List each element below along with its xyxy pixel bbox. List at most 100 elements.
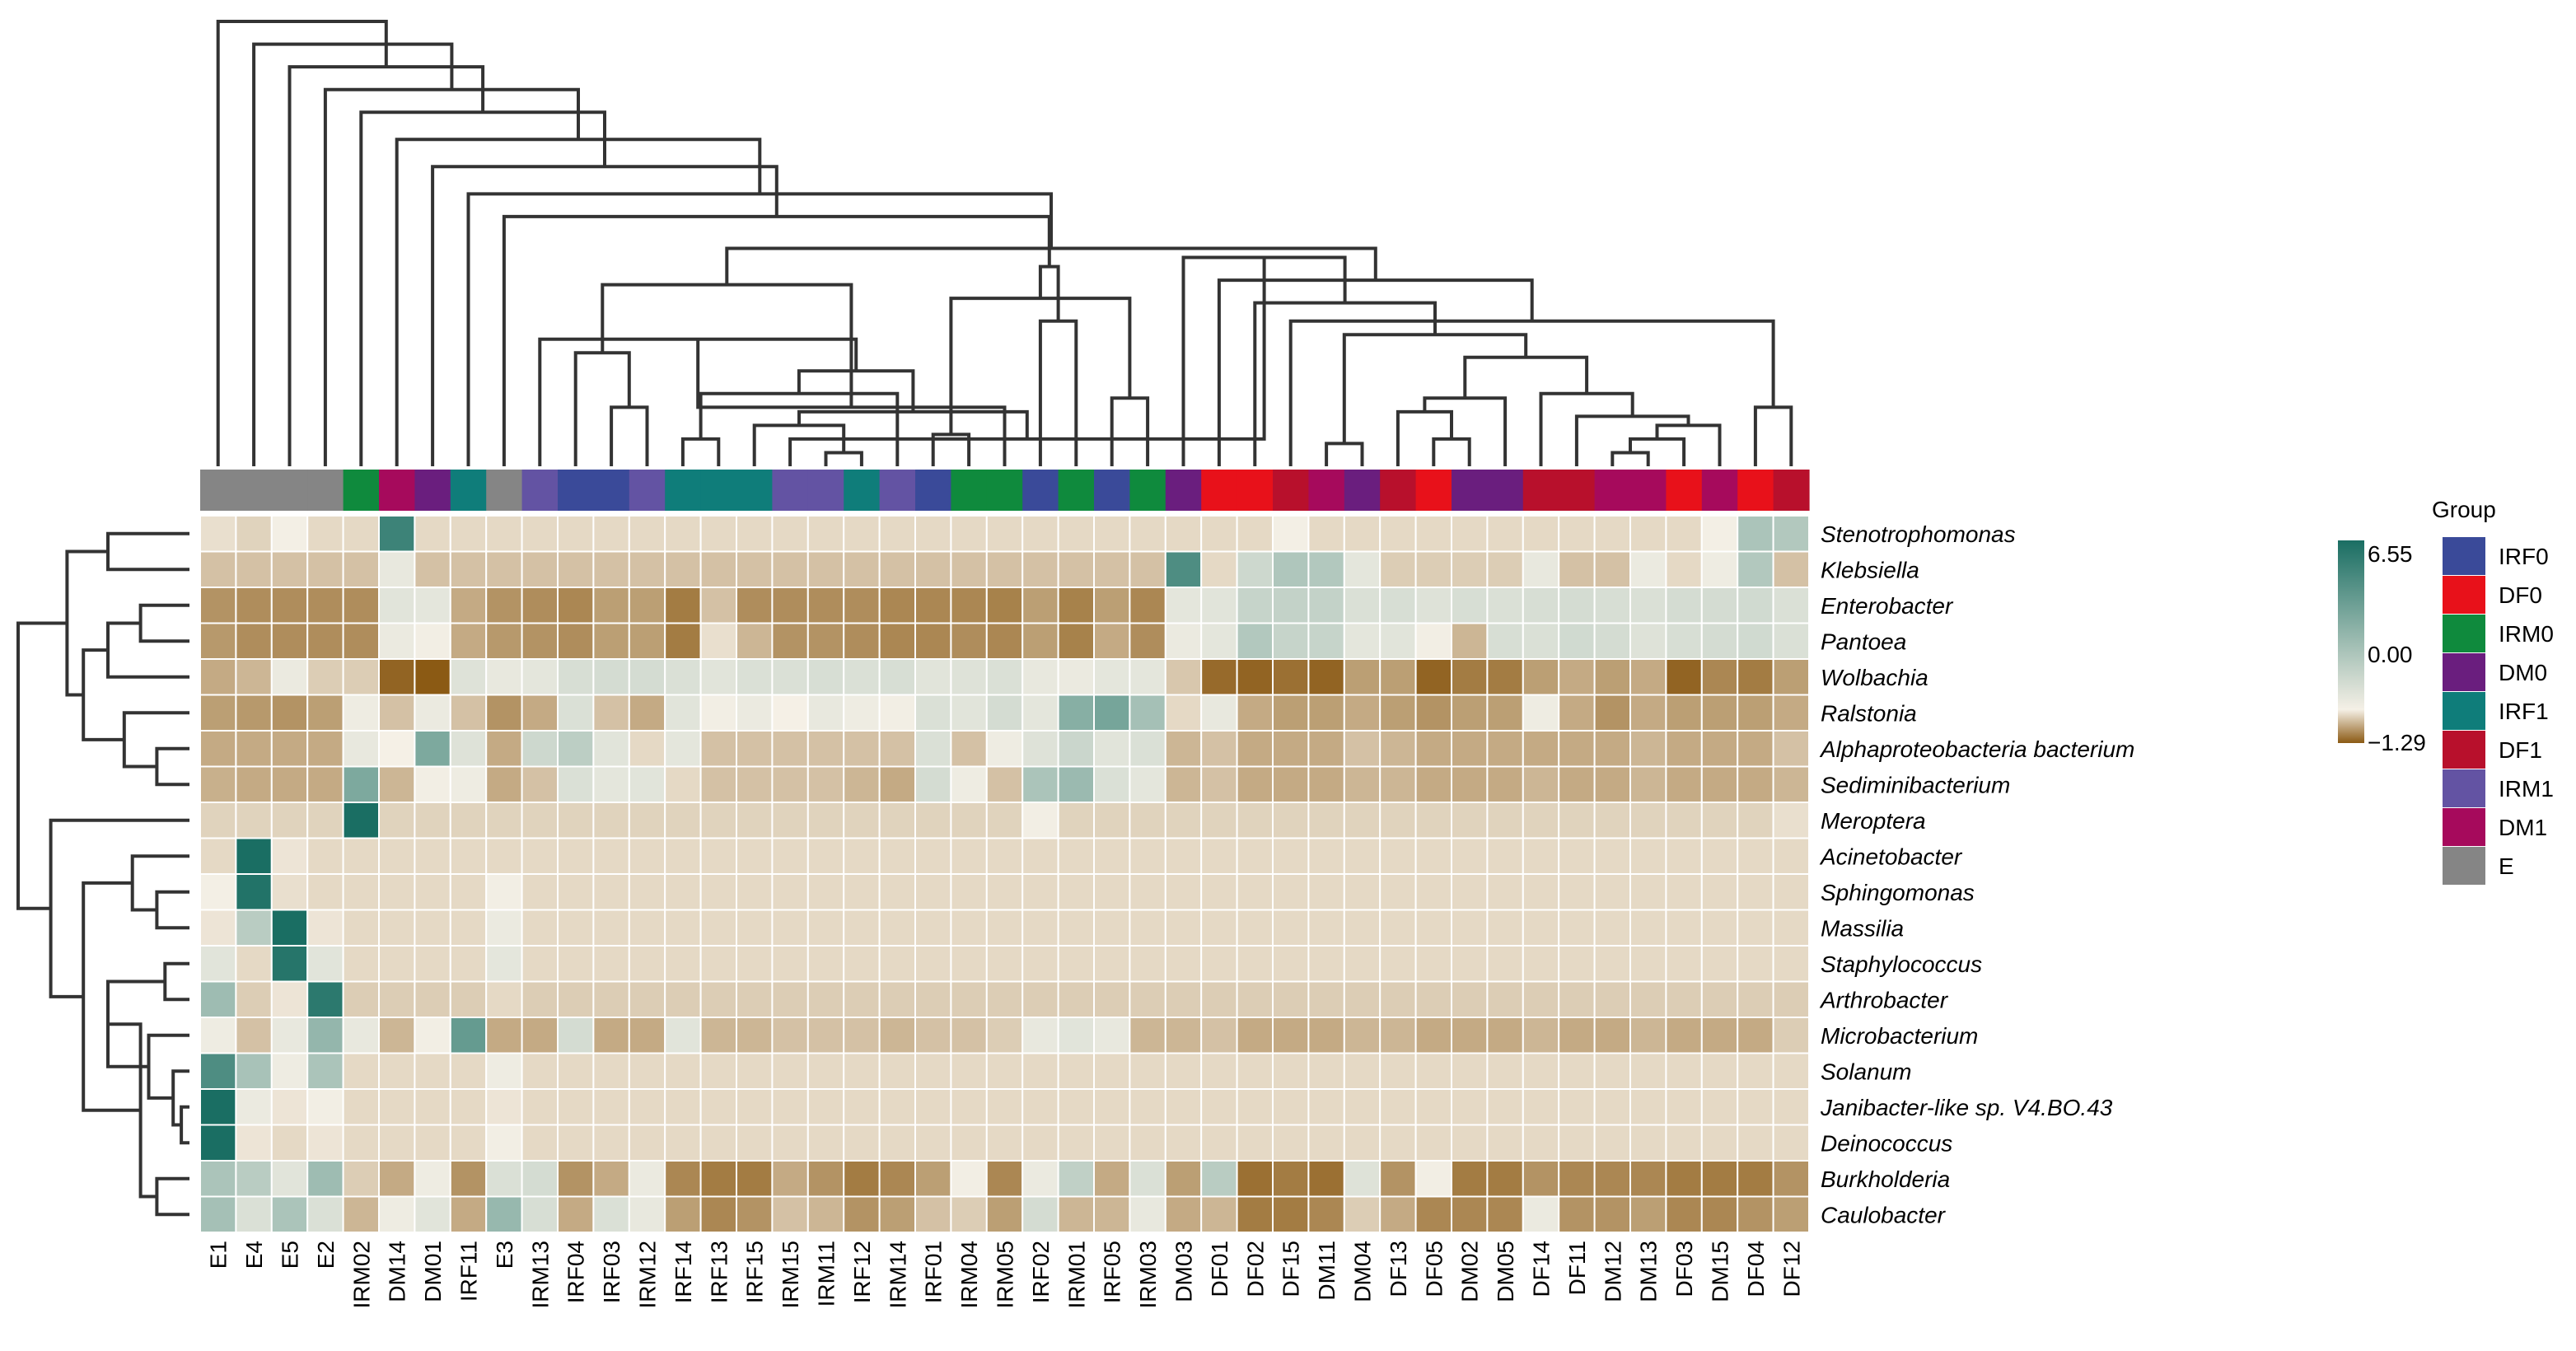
heatmap-cell (342, 980, 381, 1018)
heatmap-cell (664, 1017, 702, 1054)
heatmap-cell (342, 765, 381, 803)
heatmap-cell (664, 1088, 702, 1126)
heatmap-cell (1558, 694, 1596, 732)
group-annotation-cell (1344, 470, 1381, 511)
heatmap-cell (1451, 873, 1489, 911)
heatmap-cell (1307, 658, 1345, 696)
heatmap-cell (1522, 622, 1560, 660)
group-annotation-cell (1380, 470, 1417, 511)
heatmap-cell (1057, 802, 1095, 839)
heatmap-cell (414, 909, 451, 947)
heatmap-cell (1022, 658, 1059, 696)
heatmap-cell (1414, 587, 1452, 624)
heatmap-cell (1772, 837, 1811, 875)
heatmap-cell (1200, 980, 1238, 1018)
column-label: DF05 (1421, 1241, 1447, 1297)
heatmap-cell (950, 1017, 988, 1054)
heatmap-cell (378, 515, 416, 553)
heatmap-cell (378, 765, 416, 803)
color-scale-bar (2338, 540, 2364, 743)
heatmap-cell (628, 1088, 666, 1126)
heatmap-cell (1737, 550, 1774, 588)
heatmap-cell (699, 730, 737, 768)
column-dendrogram (216, 20, 1793, 466)
heatmap-cell (1558, 1088, 1596, 1126)
heatmap-cell (1379, 550, 1417, 588)
heatmap-cell (1772, 658, 1811, 696)
heatmap-cell (485, 909, 523, 947)
heatmap-cell (378, 658, 416, 696)
heatmap-cell (199, 1088, 237, 1126)
heatmap-cell (699, 765, 737, 803)
heatmap-cell (1164, 658, 1203, 696)
heatmap-cell (1272, 622, 1310, 660)
heatmap-cell (199, 945, 237, 983)
heatmap-cell (521, 802, 559, 839)
heatmap-cell (1629, 945, 1667, 983)
heatmap-cell (1414, 550, 1452, 588)
heatmap-cell (342, 658, 381, 696)
heatmap-cell (235, 909, 273, 947)
group-annotation-cell (379, 470, 415, 511)
heatmap-cell (1272, 1124, 1310, 1162)
heatmap-cell (449, 802, 488, 839)
row-label: Massilia (1821, 915, 1904, 941)
heatmap-cell (664, 837, 702, 875)
heatmap-cell (1236, 945, 1274, 983)
heatmap-cell (235, 587, 273, 624)
legend-swatch (2443, 576, 2485, 614)
heatmap-cell (950, 622, 988, 660)
heatmap-cell (1057, 1195, 1095, 1233)
heatmap-cell (1093, 945, 1131, 983)
heatmap-cell (985, 658, 1024, 696)
heatmap-cell (1558, 658, 1596, 696)
heatmap-cell (985, 1088, 1024, 1126)
heatmap-cell (878, 837, 916, 875)
column-label: DM15 (1708, 1241, 1733, 1302)
heatmap-cell (414, 802, 451, 839)
heatmap-cell (414, 730, 451, 768)
heatmap-cell (664, 658, 702, 696)
heatmap-cell (235, 515, 273, 553)
heatmap-cell (414, 1088, 451, 1126)
heatmap-cell (1451, 980, 1489, 1018)
column-label: DF13 (1386, 1241, 1411, 1297)
heatmap-cell (378, 980, 416, 1018)
heatmap-cell (521, 945, 559, 983)
row-dendrogram (16, 531, 189, 1217)
heatmap-cell (736, 802, 774, 839)
group-annotation-cell (1273, 470, 1309, 511)
column-label: DM02 (1457, 1241, 1483, 1302)
heatmap-cell (1343, 945, 1382, 983)
heatmap-cell (414, 587, 451, 624)
heatmap-cell (449, 837, 488, 875)
heatmap-cell (806, 1195, 845, 1233)
row-label: Microbacterium (1821, 1023, 1978, 1049)
legend-label: IRF0 (2499, 544, 2549, 569)
heatmap-cell (521, 909, 559, 947)
heatmap-cell (1307, 1160, 1345, 1198)
heatmap-cell (1665, 730, 1703, 768)
heatmap-cell (342, 694, 381, 732)
heatmap-cell (878, 909, 916, 947)
heatmap-cell (1665, 873, 1703, 911)
heatmap-cell (628, 622, 666, 660)
heatmap-cell (414, 658, 451, 696)
heatmap-cell (306, 1052, 344, 1090)
heatmap-cell (1343, 1124, 1382, 1162)
heatmap-cell (914, 1088, 952, 1126)
heatmap-cell (1200, 1088, 1238, 1126)
heatmap-cell (235, 802, 273, 839)
heatmap-cell (950, 550, 988, 588)
heatmap-cell (699, 1124, 737, 1162)
group-annotation-cell (986, 470, 1023, 511)
heatmap-cell (1558, 1195, 1596, 1233)
heatmap-cell (1379, 802, 1417, 839)
heatmap-cell (378, 1160, 416, 1198)
heatmap-cell (950, 909, 988, 947)
heatmap-cell (557, 765, 595, 803)
heatmap-cell (771, 1088, 809, 1126)
heatmap-cell (1558, 945, 1596, 983)
heatmap-cell (1272, 1160, 1310, 1198)
heatmap-cell (1772, 909, 1811, 947)
